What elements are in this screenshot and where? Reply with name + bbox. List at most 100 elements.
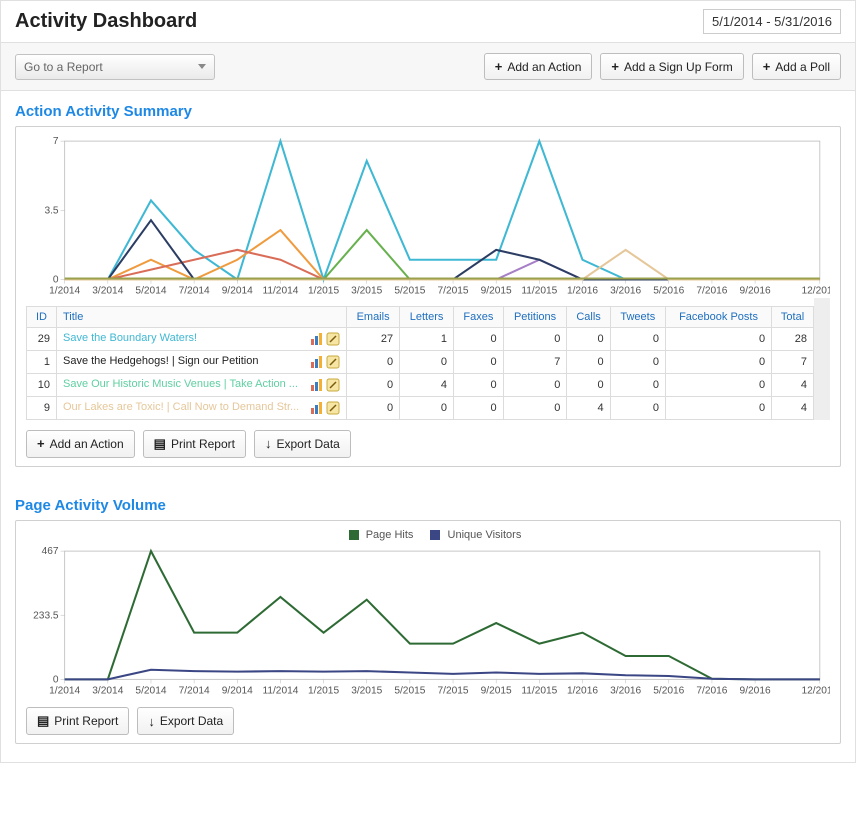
cell-letters: 4 [400, 373, 454, 396]
print-report-button[interactable]: ▤ Print Report [143, 430, 246, 458]
cell-title[interactable]: Save the Hedgehogs! | Sign our Petition [57, 350, 347, 373]
edit-icon[interactable] [326, 355, 340, 369]
table-row: 1Save the Hedgehogs! | Sign our Petition… [27, 350, 814, 373]
chevron-down-icon [198, 64, 206, 69]
plus-icon: + [495, 59, 503, 74]
col-header[interactable]: Letters [400, 306, 454, 327]
svg-text:11/2014: 11/2014 [262, 286, 298, 297]
chart-icon[interactable] [310, 355, 324, 369]
add-action-button[interactable]: + Add an Action [484, 53, 593, 80]
add-signup-label: Add a Sign Up Form [624, 60, 733, 74]
cell-tweets: 0 [610, 373, 665, 396]
svg-text:5/2014: 5/2014 [135, 286, 166, 297]
download-icon: ↓ [148, 714, 155, 729]
svg-text:5/2016: 5/2016 [653, 685, 684, 696]
cell-faxes: 0 [454, 327, 504, 350]
cell-id: 1 [27, 350, 57, 373]
print-icon: ▤ [37, 713, 49, 729]
svg-text:7: 7 [53, 136, 59, 147]
svg-text:9/2014: 9/2014 [222, 286, 253, 297]
col-header[interactable]: Emails [347, 306, 400, 327]
chart-icon[interactable] [310, 378, 324, 392]
export-data-button[interactable]: ↓ Export Data [254, 430, 351, 458]
svg-text:3/2016: 3/2016 [610, 685, 641, 696]
col-header[interactable]: Facebook Posts [665, 306, 771, 327]
cell-id: 29 [27, 327, 57, 350]
table-row: 29Save the Boundary Waters!2710000028 [27, 327, 814, 350]
export-data-label: Export Data [276, 437, 339, 451]
svg-text:7/2015: 7/2015 [437, 685, 468, 696]
add-poll-button[interactable]: + Add a Poll [752, 53, 841, 80]
report-select[interactable]: Go to a Report [15, 54, 215, 80]
download-icon: ↓ [265, 436, 272, 451]
edit-icon[interactable] [326, 332, 340, 346]
date-range-picker[interactable]: 5/1/2014 - 5/31/2016 [703, 9, 841, 34]
cell-calls: 0 [567, 350, 610, 373]
col-header[interactable]: ID [27, 306, 57, 327]
volume-section-title: Page Activity Volume [15, 497, 841, 514]
svg-text:9/2016: 9/2016 [740, 685, 771, 696]
svg-text:12/2016: 12/2016 [801, 286, 830, 297]
cell-facebook: 0 [665, 327, 771, 350]
cell-letters: 1 [400, 327, 454, 350]
svg-text:1/2014: 1/2014 [49, 286, 80, 297]
svg-text:7/2016: 7/2016 [696, 286, 727, 297]
add-action-button-2[interactable]: + Add an Action [26, 430, 135, 458]
svg-text:1/2015: 1/2015 [308, 685, 339, 696]
svg-text:0: 0 [53, 275, 59, 286]
col-header[interactable]: Petitions [503, 306, 567, 327]
cell-faxes: 0 [454, 373, 504, 396]
chart-icon[interactable] [310, 332, 324, 346]
svg-text:7/2015: 7/2015 [437, 286, 468, 297]
svg-text:11/2015: 11/2015 [521, 286, 557, 297]
cell-petitions: 0 [503, 373, 567, 396]
svg-text:3/2016: 3/2016 [610, 286, 641, 297]
svg-text:5/2015: 5/2015 [394, 685, 425, 696]
cell-calls: 0 [567, 327, 610, 350]
cell-title[interactable]: Save the Boundary Waters! [57, 327, 347, 350]
add-action-label-2: Add an Action [50, 437, 124, 451]
add-action-label: Add an Action [507, 60, 581, 74]
svg-text:0: 0 [53, 674, 59, 685]
col-header[interactable]: Title [57, 306, 347, 327]
svg-text:11/2015: 11/2015 [521, 685, 557, 696]
col-header[interactable]: Tweets [610, 306, 665, 327]
edit-icon[interactable] [326, 401, 340, 415]
svg-text:7/2016: 7/2016 [696, 685, 727, 696]
svg-text:9/2015: 9/2015 [481, 685, 512, 696]
cell-total: 4 [772, 373, 814, 396]
svg-text:233.5: 233.5 [33, 610, 59, 621]
svg-text:3/2014: 3/2014 [92, 286, 123, 297]
cell-emails: 0 [347, 396, 400, 419]
col-header[interactable]: Faxes [454, 306, 504, 327]
svg-text:1/2015: 1/2015 [308, 286, 339, 297]
summary-panel: 03.571/20143/20145/20147/20149/201411/20… [15, 126, 841, 467]
svg-text:1/2016: 1/2016 [567, 286, 598, 297]
scrollbar[interactable] [814, 298, 830, 420]
plus-icon: + [611, 59, 619, 74]
svg-text:9/2014: 9/2014 [222, 685, 253, 696]
edit-icon[interactable] [326, 378, 340, 392]
add-signup-button[interactable]: + Add a Sign Up Form [600, 53, 743, 80]
report-select-label: Go to a Report [24, 60, 103, 74]
cell-title[interactable]: Our Lakes are Toxic! | Call Now to Deman… [57, 396, 347, 419]
print-report-button-2[interactable]: ▤ Print Report [26, 707, 129, 735]
chart-icon[interactable] [310, 401, 324, 415]
cell-title[interactable]: Save Our Historic Music Venues | Take Ac… [57, 373, 347, 396]
svg-text:12/2016: 12/2016 [801, 685, 830, 696]
svg-text:9/2015: 9/2015 [481, 286, 512, 297]
cell-petitions: 0 [503, 327, 567, 350]
cell-letters: 0 [400, 350, 454, 373]
legend-label-unique: Unique Visitors [448, 529, 522, 541]
export-data-button-2[interactable]: ↓ Export Data [137, 707, 234, 735]
summary-section-title: Action Activity Summary [15, 103, 841, 120]
cell-tweets: 0 [610, 350, 665, 373]
plus-icon: + [37, 436, 45, 451]
col-header[interactable]: Total [772, 306, 814, 327]
cell-petitions: 0 [503, 396, 567, 419]
svg-text:3/2015: 3/2015 [351, 685, 382, 696]
cell-emails: 0 [347, 350, 400, 373]
col-header[interactable]: Calls [567, 306, 610, 327]
svg-text:3/2014: 3/2014 [92, 685, 123, 696]
cell-emails: 27 [347, 327, 400, 350]
